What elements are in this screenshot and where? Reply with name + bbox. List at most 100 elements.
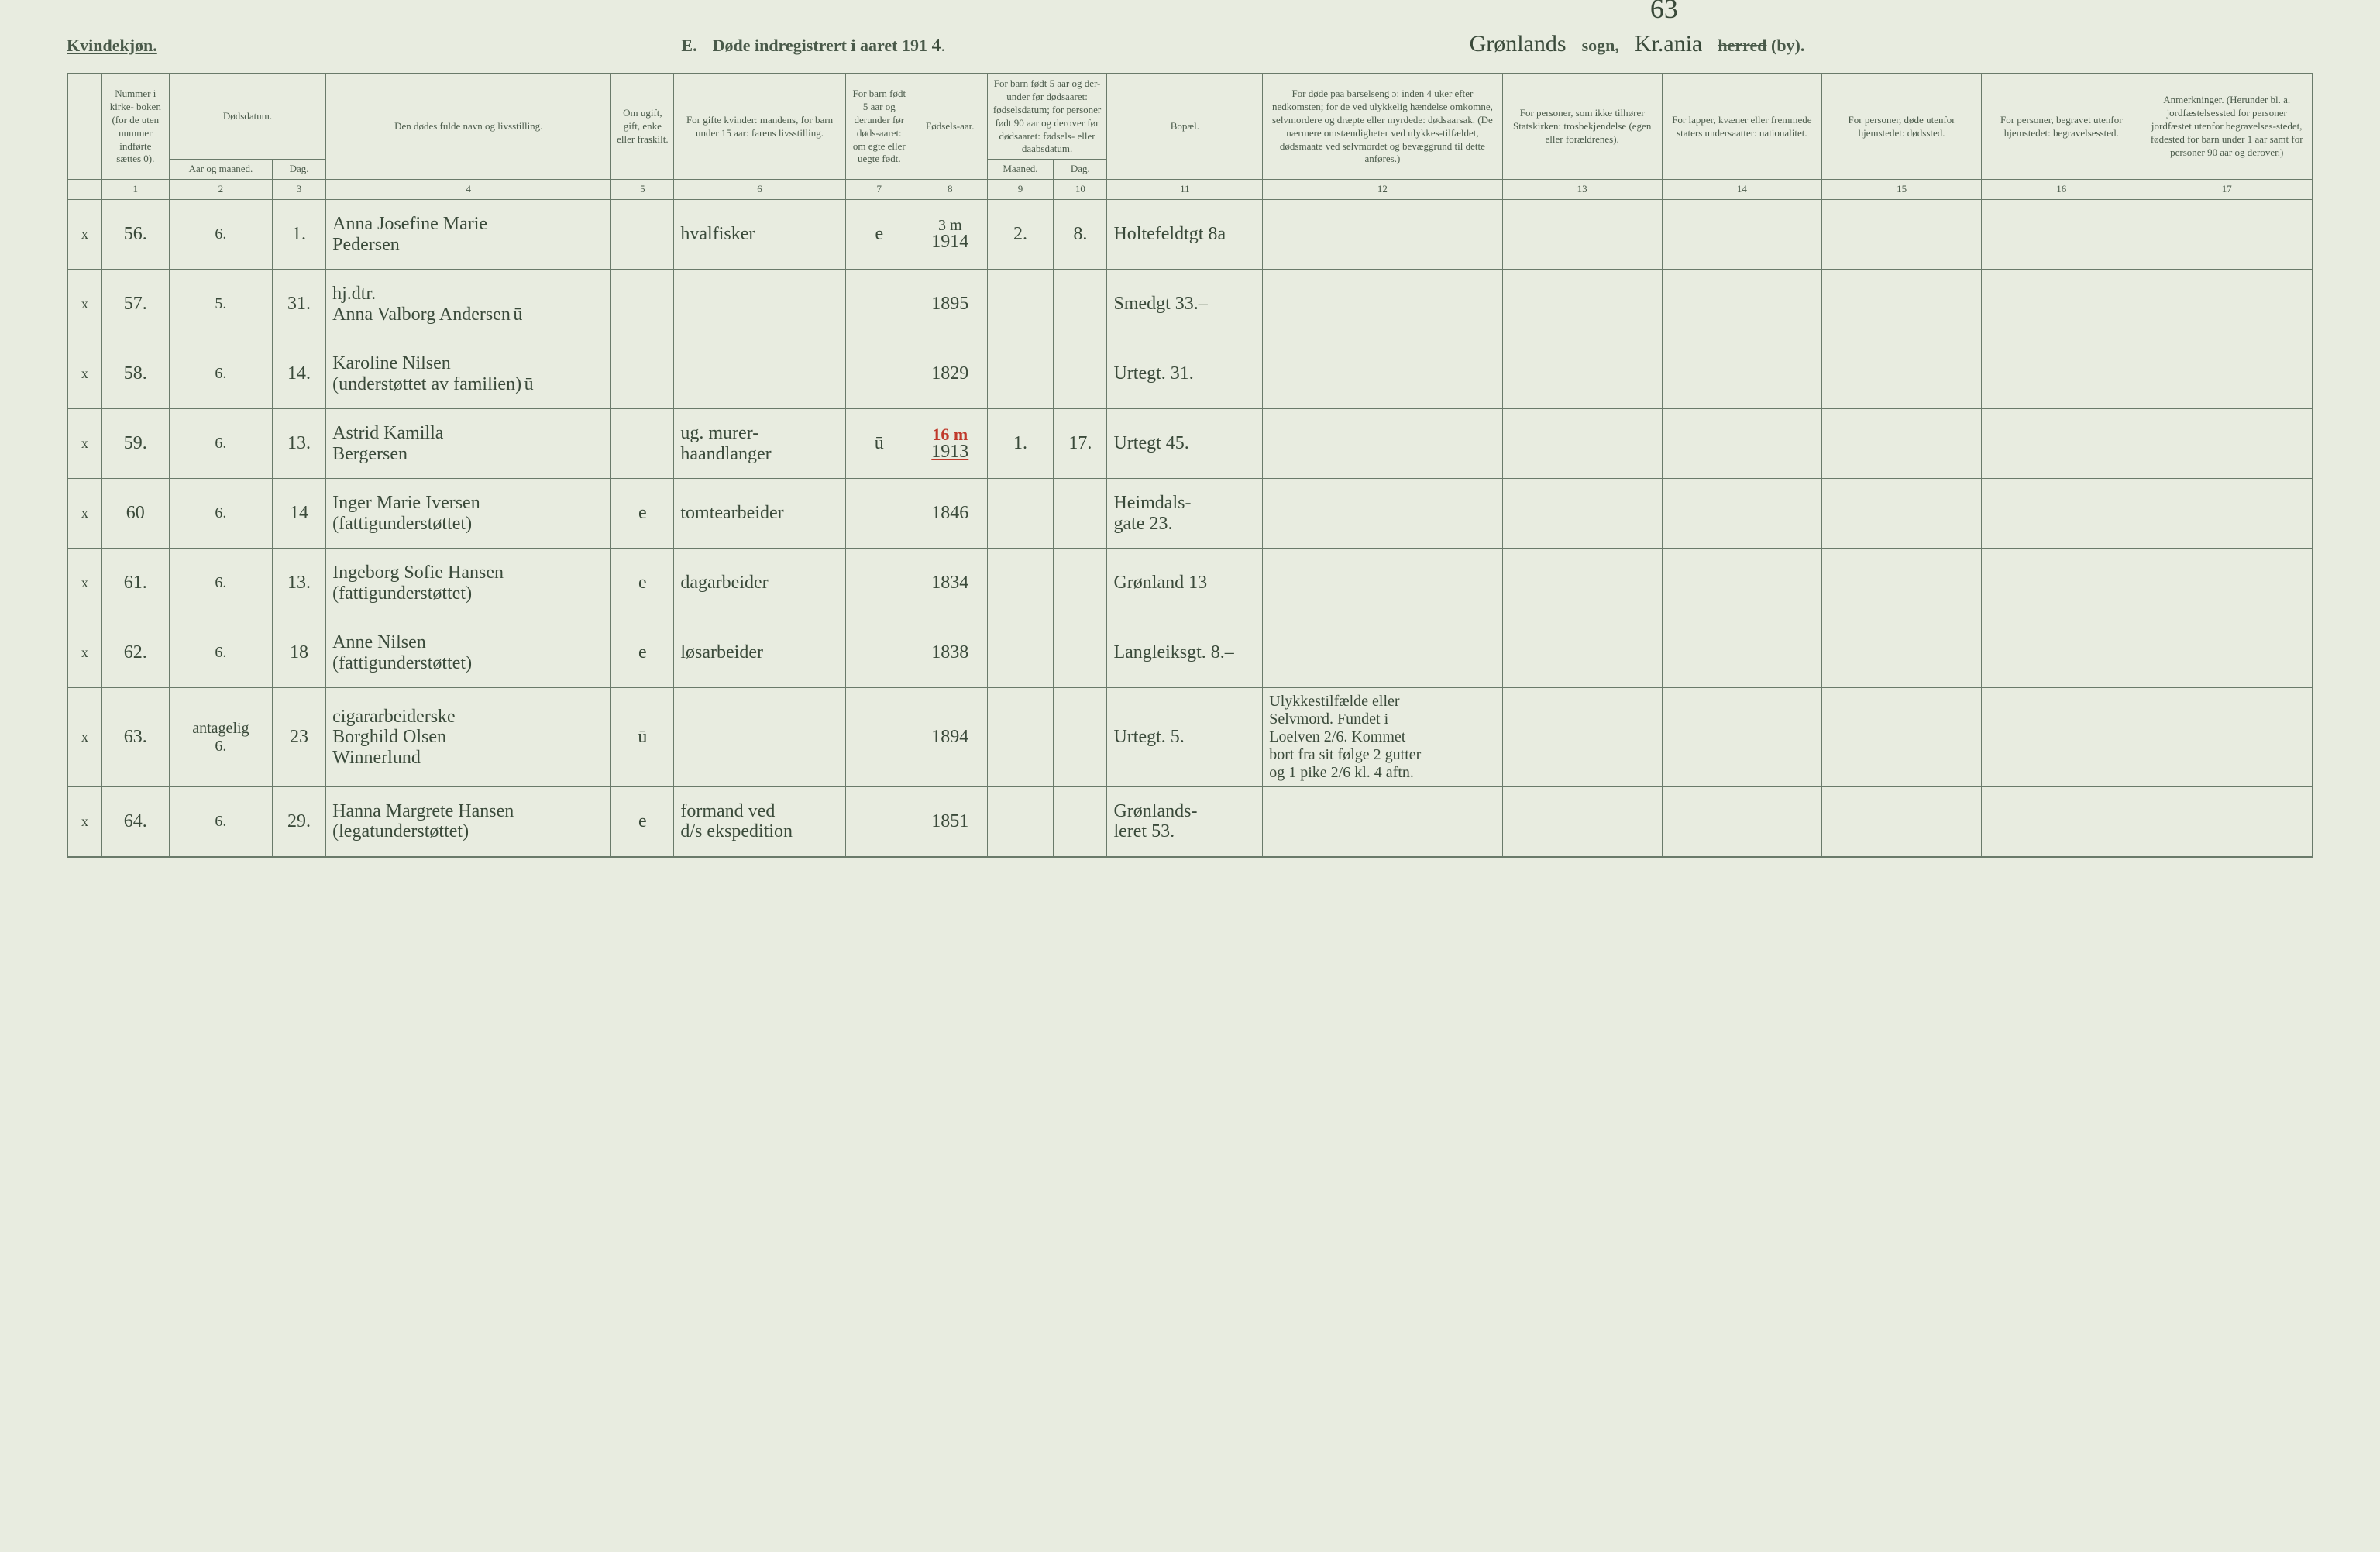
col-12: For døde paa barselseng ɔ: inden 4 uker …	[1263, 74, 1502, 180]
address: Langleiksgt. 8.–	[1107, 618, 1263, 688]
col-17: Anmerkninger. (Herunder bl. a. jordfæste…	[2141, 74, 2313, 180]
birth-month: 1.	[987, 409, 1054, 479]
legitimacy	[845, 270, 913, 339]
herred-struck: herred	[1718, 36, 1766, 55]
birth-month	[987, 479, 1054, 549]
death-month: 6.	[169, 409, 272, 479]
year-suffix: 4	[931, 36, 941, 56]
address: Heimdals-gate 23.	[1107, 479, 1263, 549]
birth-day: 17.	[1054, 409, 1107, 479]
title-prefix: Døde indregistrert i aaret 191	[713, 36, 927, 55]
x-mark: x	[67, 270, 101, 339]
name-occupation: Astrid KamillaBergersen	[326, 409, 611, 479]
husband-father-occ: hvalfisker	[674, 200, 845, 270]
col-3: Dag.	[272, 160, 325, 180]
birth-year: 16 m1913	[913, 409, 987, 479]
table-row: x62.6.18Anne Nilsen(fattigunderstøttet)e…	[67, 618, 2313, 688]
birth-year: 1829	[913, 339, 987, 409]
burial-place	[1982, 479, 2141, 549]
birth-year: 1838	[913, 618, 987, 688]
civil-status: e	[611, 479, 674, 549]
death-day: 13.	[272, 549, 325, 618]
remarks	[2141, 688, 2313, 787]
nationality	[1662, 200, 1821, 270]
birth-year: 1846	[913, 479, 987, 549]
death-place	[1821, 200, 1981, 270]
nationality	[1662, 688, 1821, 787]
remarks	[2141, 339, 2313, 409]
cause-of-death: Ulykkestilfælde ellerSelvmord. Fundet iL…	[1263, 688, 1502, 787]
table-body: x56.6.1.Anna Josefine MariePedersenhvalf…	[67, 200, 2313, 857]
remarks	[2141, 409, 2313, 479]
death-place	[1821, 270, 1981, 339]
birth-month	[987, 618, 1054, 688]
cause-of-death	[1263, 479, 1502, 549]
x-mark: x	[67, 618, 101, 688]
religion	[1502, 479, 1662, 549]
address: Urtegt. 5.	[1107, 688, 1263, 787]
birth-day	[1054, 270, 1107, 339]
column-numbers: 1 2 3 4 5 6 7 8 9 10 11 12 13 14 15 16 1…	[67, 180, 2313, 200]
civil-status	[611, 270, 674, 339]
address: Grønlands-leret 53.	[1107, 787, 1263, 857]
burial-place	[1982, 339, 2141, 409]
table-row: x606.14Inger Marie Iversen(fattigunderst…	[67, 479, 2313, 549]
death-day: 14.	[272, 339, 325, 409]
death-month: 6.	[169, 618, 272, 688]
gender-label: Kvindekjøn.	[67, 36, 157, 56]
death-place	[1821, 787, 1981, 857]
col-2: Aar og maaned.	[169, 160, 272, 180]
death-day: 13.	[272, 409, 325, 479]
register-table: Nummer i kirke- boken (for de uten numme…	[67, 73, 2313, 858]
x-mark: x	[67, 200, 101, 270]
register-page: Kvindekjøn. E. Døde indregistrert i aare…	[67, 31, 2313, 858]
death-place	[1821, 409, 1981, 479]
herred-value: Kr.ania	[1635, 31, 1702, 57]
nationality	[1662, 339, 1821, 409]
religion	[1502, 618, 1662, 688]
remarks	[2141, 479, 2313, 549]
husband-father-occ: formand vedd/s ekspedition	[674, 787, 845, 857]
x-mark: x	[67, 787, 101, 857]
cause-of-death	[1263, 618, 1502, 688]
legitimacy: e	[845, 200, 913, 270]
birth-day: 8.	[1054, 200, 1107, 270]
remarks	[2141, 787, 2313, 857]
nationality	[1662, 618, 1821, 688]
burial-place	[1982, 200, 2141, 270]
husband-father-occ: ug. murer-haandlanger	[674, 409, 845, 479]
death-month: antagelig6.	[169, 688, 272, 787]
cause-of-death	[1263, 787, 1502, 857]
name-occupation: Inger Marie Iversen(fattigunderstøttet)	[326, 479, 611, 549]
birth-year: 1834	[913, 549, 987, 618]
col-9: Maaned.	[987, 160, 1054, 180]
cause-of-death	[1263, 409, 1502, 479]
legitimacy	[845, 787, 913, 857]
entry-number: 60	[101, 479, 169, 549]
entry-number: 61.	[101, 549, 169, 618]
burial-place	[1982, 618, 2141, 688]
entry-number: 63.	[101, 688, 169, 787]
address: Urtegt. 31.	[1107, 339, 1263, 409]
legitimacy	[845, 549, 913, 618]
entry-number: 59.	[101, 409, 169, 479]
entry-number: 57.	[101, 270, 169, 339]
religion	[1502, 270, 1662, 339]
legitimacy	[845, 688, 913, 787]
civil-status	[611, 339, 674, 409]
name-occupation: hj.dtr.Anna Valborg Andersen ū	[326, 270, 611, 339]
death-day: 14	[272, 479, 325, 549]
cause-of-death	[1263, 200, 1502, 270]
birth-day	[1054, 549, 1107, 618]
birth-day	[1054, 339, 1107, 409]
death-day: 31.	[272, 270, 325, 339]
col-15: For personer, døde utenfor hjemstedet: d…	[1821, 74, 1981, 180]
civil-status: e	[611, 549, 674, 618]
name-occupation: Anne Nilsen(fattigunderstøttet)	[326, 618, 611, 688]
remarks	[2141, 618, 2313, 688]
name-occupation: Karoline Nilsen(understøttet av familien…	[326, 339, 611, 409]
civil-status	[611, 200, 674, 270]
death-place	[1821, 618, 1981, 688]
table-head: Nummer i kirke- boken (for de uten numme…	[67, 74, 2313, 200]
x-mark: x	[67, 479, 101, 549]
